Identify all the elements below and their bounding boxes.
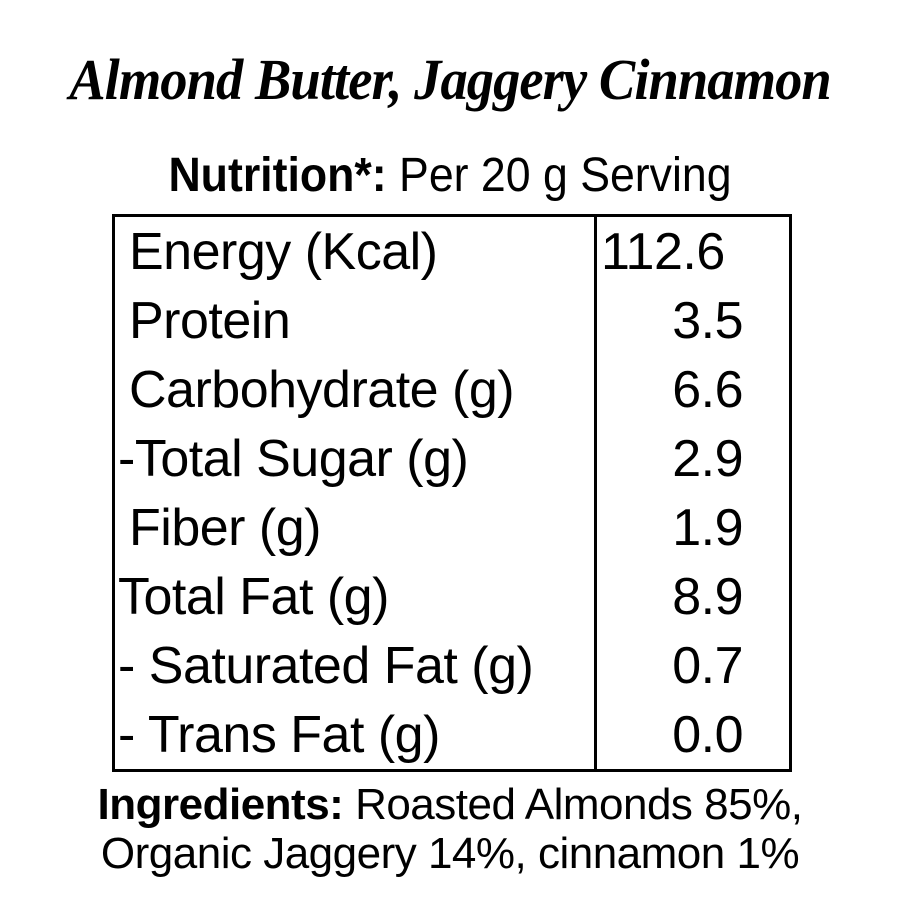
row-label: - Trans Fat (g)	[115, 700, 597, 769]
row-value: 0.0	[672, 705, 743, 764]
row-value: 0.7	[672, 636, 743, 695]
table-row-saturated-fat: - Saturated Fat (g) 0.7	[115, 631, 789, 700]
row-value: 1.9	[672, 498, 743, 557]
product-title: Almond Butter, Jaggery Cinnamon	[69, 47, 832, 112]
row-value: 8.9	[672, 567, 743, 626]
row-value: 6.6	[672, 360, 743, 419]
nutrition-subtitle: Nutrition*: Per 20 g Serving	[32, 148, 869, 203]
table-row-protein: Protein 3.5	[115, 286, 789, 355]
row-label: -Total Sugar (g)	[115, 424, 597, 493]
table-row-fiber: Fiber (g) 1.9	[115, 493, 789, 562]
row-value: 3.5	[672, 291, 743, 350]
table-row-energy: Energy (Kcal) 112.6	[115, 217, 789, 286]
ingredients-line-1: Ingredients: Roasted Almonds 85%,	[0, 780, 900, 829]
ingredients-line-1-text: Roasted Almonds 85%,	[355, 780, 803, 829]
ingredients-label: Ingredients:	[97, 780, 344, 829]
nutrition-subtitle-serving: Per 20 g Serving	[399, 149, 732, 202]
row-value: 2.9	[672, 429, 743, 488]
row-value: 112.6	[601, 222, 725, 281]
table-row-carbohydrate: Carbohydrate (g) 6.6	[115, 355, 789, 424]
row-label: Carbohydrate (g)	[115, 355, 597, 424]
nutrition-table: Energy (Kcal) 112.6 Protein 3.5 Carbohyd…	[112, 214, 792, 772]
table-row-trans-fat: - Trans Fat (g) 0.0	[115, 700, 789, 769]
row-label: Total Fat (g)	[115, 562, 597, 631]
row-label: - Saturated Fat (g)	[115, 631, 597, 700]
row-label: Fiber (g)	[115, 493, 597, 562]
row-label: Protein	[115, 286, 597, 355]
row-label: Energy (Kcal)	[115, 217, 597, 286]
table-row-total-fat: Total Fat (g) 8.9	[115, 562, 789, 631]
ingredients-section: Ingredients: Roasted Almonds 85%, Organi…	[0, 780, 900, 878]
table-row-total-sugar: -Total Sugar (g) 2.9	[115, 424, 789, 493]
ingredients-line-2: Organic Jaggery 14%, cinnamon 1%	[100, 829, 800, 878]
nutrition-subtitle-label: Nutrition*:	[168, 149, 387, 202]
